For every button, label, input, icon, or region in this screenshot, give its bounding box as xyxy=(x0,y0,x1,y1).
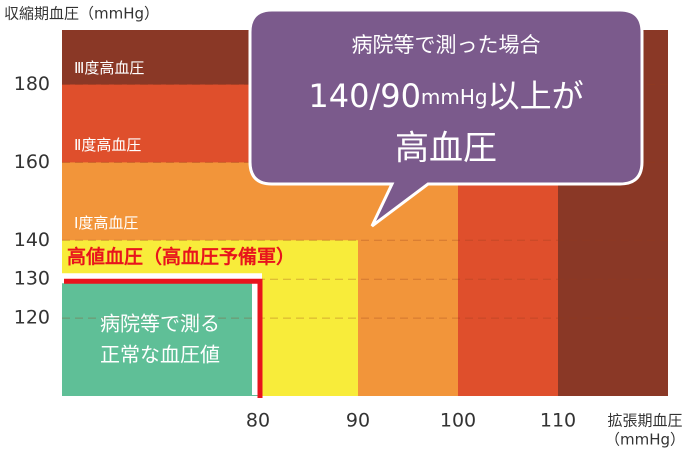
x-tick-label: 110 xyxy=(540,410,576,432)
region xyxy=(62,279,258,396)
y-tick-label: 140 xyxy=(14,229,50,251)
y-tick-label: 120 xyxy=(14,307,50,329)
region-label: Ⅱ度高血圧 xyxy=(74,136,141,154)
region-label: 高値血圧（高血圧予備軍） xyxy=(67,245,295,268)
region-label: 正常な血圧値 xyxy=(100,343,220,367)
callout-text-part: 以上が xyxy=(488,77,584,115)
callout-bubble xyxy=(248,8,644,228)
callout-text: 病院等で測った場合 xyxy=(352,33,541,57)
callout-text: 140/90mmHg以上が xyxy=(308,77,583,115)
region-border xyxy=(64,278,263,398)
callout-text-part: mmHg xyxy=(421,85,488,109)
x-axis-title: 拡張期血圧 xyxy=(607,412,682,430)
y-tick-label: 160 xyxy=(14,151,50,173)
x-tick-label: 100 xyxy=(440,410,476,432)
region-border xyxy=(61,273,262,395)
x-axis-title: （mmHg） xyxy=(605,431,685,449)
x-tick-label: 90 xyxy=(346,410,370,432)
x-tick-label: 80 xyxy=(246,410,270,432)
y-tick-label: 180 xyxy=(14,73,50,95)
callout-text-part: 140/90 xyxy=(308,77,421,115)
callout-text: 高血圧 xyxy=(395,129,497,169)
region-label: 病院等で測る xyxy=(100,312,220,336)
region-label: Ⅰ度高血圧 xyxy=(74,214,138,232)
region-label: Ⅲ度高血圧 xyxy=(74,59,144,77)
y-tick-label: 130 xyxy=(14,268,50,290)
y-axis-title: 収縮期血圧（mmHg） xyxy=(4,5,159,23)
